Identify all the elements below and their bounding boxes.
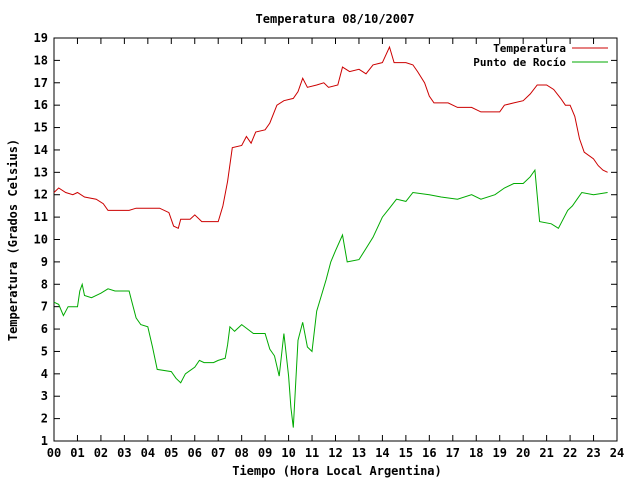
x-tick-label: 06 <box>188 446 202 460</box>
legend-label-temperatura: Temperatura <box>493 42 566 55</box>
y-tick-label: 15 <box>34 121 48 135</box>
x-tick-label: 17 <box>446 446 460 460</box>
x-tick-label: 11 <box>305 446 319 460</box>
y-tick-label: 3 <box>41 389 48 403</box>
series-line-punto-de-rocio <box>53 168 608 428</box>
x-tick-label: 08 <box>234 446 248 460</box>
y-tick-label: 4 <box>41 367 48 381</box>
x-tick-label: 19 <box>492 446 506 460</box>
series-layer <box>53 45 608 428</box>
y-tick-label: 16 <box>34 98 48 112</box>
x-tick-label: 12 <box>328 446 342 460</box>
x-tick-label: 03 <box>117 446 131 460</box>
x-tick-label: 09 <box>258 446 272 460</box>
legend-label-punto-de-rocio: Punto de Rocío <box>473 56 566 69</box>
x-tick-label: 01 <box>70 446 84 460</box>
y-tick-label: 18 <box>34 53 48 67</box>
x-tick-label: 00 <box>47 446 61 460</box>
x-tick-label: 15 <box>399 446 413 460</box>
x-tick-label: 10 <box>281 446 295 460</box>
x-tick-label: 21 <box>539 446 553 460</box>
x-tick-label: 22 <box>563 446 577 460</box>
chart-legend: Temperatura Punto de Rocío <box>473 42 608 69</box>
y-axis-label: Temperatura (Grados Celsius) <box>6 139 20 341</box>
x-tick-label: 20 <box>516 446 530 460</box>
x-tick-label: 18 <box>469 446 483 460</box>
x-tick-label: 14 <box>375 446 389 460</box>
y-tick-label: 13 <box>34 165 48 179</box>
y-tick-label: 11 <box>34 210 48 224</box>
y-tick-label: 19 <box>34 31 48 45</box>
x-tick-label: 04 <box>141 446 155 460</box>
chart-title: Temperatura 08/10/2007 <box>256 12 415 26</box>
y-tick-label: 10 <box>34 233 48 247</box>
y-tick-label: 2 <box>41 412 48 426</box>
x-tick-label: 16 <box>422 446 436 460</box>
y-tick-label: 5 <box>41 344 48 358</box>
y-tick-label: 1 <box>41 434 48 448</box>
series-line-temperatura <box>53 45 608 230</box>
x-tick-label: 02 <box>94 446 108 460</box>
y-tick-label: 6 <box>41 322 48 336</box>
y-tick-label: 14 <box>34 143 48 157</box>
y-tick-label: 8 <box>41 277 48 291</box>
y-tick-label: 7 <box>41 300 48 314</box>
x-tick-label: 23 <box>586 446 600 460</box>
y-tick-label: 12 <box>34 188 48 202</box>
x-tick-label: 24 <box>610 446 624 460</box>
x-tick-label: 07 <box>211 446 225 460</box>
x-tick-label: 05 <box>164 446 178 460</box>
y-tick-label: 9 <box>41 255 48 269</box>
x-axis-label: Tiempo (Hora Local Argentina) <box>232 464 442 478</box>
plot-frame <box>53 37 618 442</box>
y-tick-label: 17 <box>34 76 48 90</box>
x-tick-label: 13 <box>352 446 366 460</box>
